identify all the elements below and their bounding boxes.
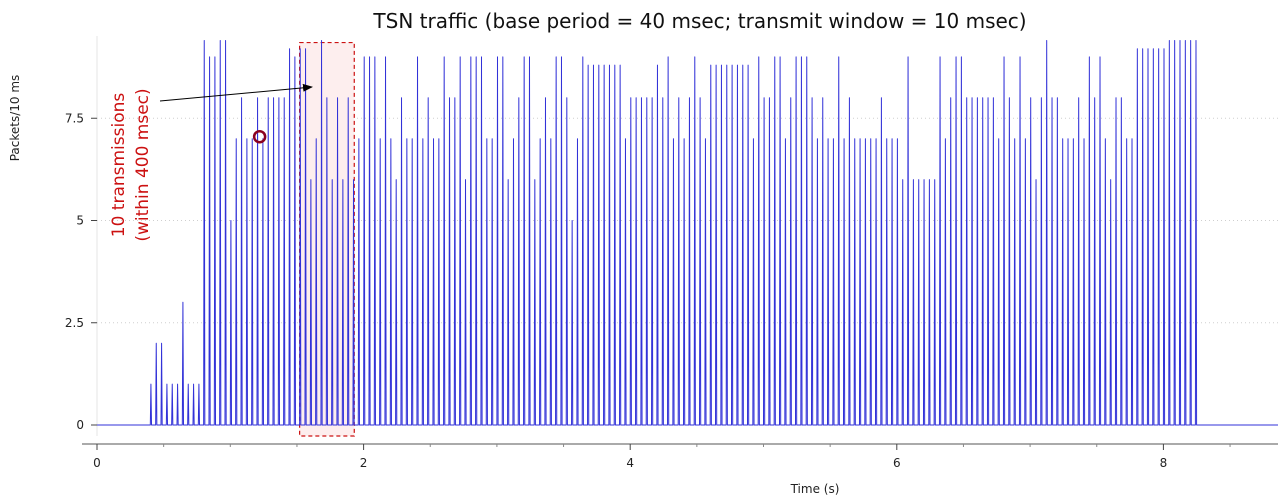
axis-layer: 0 2.5 5 7.5 0 2 4 6 8 <box>65 111 1278 470</box>
chart-title: TSN traffic (base period = 40 msec; tran… <box>372 9 1026 33</box>
annotation-circle-marker <box>252 129 267 144</box>
y-tick-label: 5 <box>76 214 84 228</box>
y-tick-label: 0 <box>76 418 84 432</box>
x-tick-label: 2 <box>360 456 368 470</box>
annotation-front-layer: 10 transmissions (within 400 msec) <box>109 83 313 242</box>
series-layer <box>97 40 1278 426</box>
x-tick-label: 0 <box>93 456 101 470</box>
y-axis-label: Packets/10 ms <box>8 75 22 162</box>
series-line <box>97 40 1278 426</box>
x-tick-label: 4 <box>626 456 634 470</box>
annotation-window: (within 400 msec) <box>133 88 153 241</box>
x-axis-label: Time (s) <box>790 482 840 496</box>
x-tick-label: 8 <box>1160 456 1168 470</box>
y-tick-label: 2.5 <box>65 316 84 330</box>
y-tick-label: 7.5 <box>65 111 84 125</box>
annotation-arrow <box>159 83 313 102</box>
x-tick-label: 6 <box>893 456 901 470</box>
annotation-transmissions: 10 transmissions <box>109 93 129 238</box>
